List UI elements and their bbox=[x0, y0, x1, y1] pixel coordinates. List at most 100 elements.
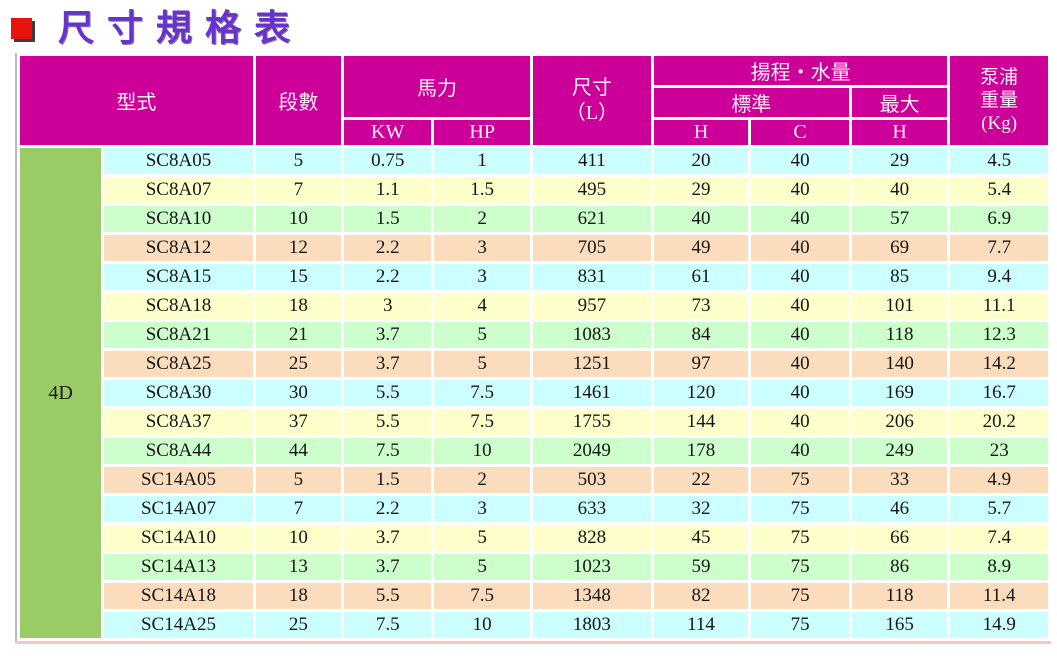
header-stages: 段數 bbox=[255, 56, 342, 145]
standard-c-cell: 40 bbox=[751, 206, 849, 232]
table-row: SC14A25 25 7.5 10 1803 114 75 165 14.9 bbox=[20, 612, 1048, 638]
model-cell: SC8A25 bbox=[104, 351, 253, 377]
hp-cell: 3 bbox=[434, 235, 530, 261]
header-max: 最大 bbox=[851, 88, 948, 117]
model-cell: SC14A18 bbox=[104, 583, 253, 609]
standard-c-cell: 75 bbox=[751, 525, 849, 551]
standard-h-cell: 120 bbox=[653, 380, 749, 406]
weight-cell: 6.9 bbox=[950, 206, 1048, 232]
page: 尺寸規格表 型式 段數 馬力 尺寸 （L） 揚程・水量 泵浦 重量 (Kg) bbox=[0, 3, 1057, 644]
model-cell: SC14A10 bbox=[104, 525, 253, 551]
kw-cell: 1.1 bbox=[344, 177, 432, 203]
model-cell: SC8A15 bbox=[104, 264, 253, 290]
header-dimension: 尺寸 （L） bbox=[532, 56, 651, 145]
model-cell: SC8A37 bbox=[104, 409, 253, 435]
table-row: SC14A05 5 1.5 2 503 22 75 33 4.9 bbox=[20, 467, 1048, 493]
max-h-cell: 118 bbox=[851, 322, 948, 348]
max-h-cell: 101 bbox=[851, 293, 948, 319]
kw-cell: 3.7 bbox=[344, 322, 432, 348]
weight-cell: 8.9 bbox=[950, 554, 1048, 580]
max-h-cell: 86 bbox=[851, 554, 948, 580]
standard-c-cell: 75 bbox=[751, 496, 849, 522]
standard-h-cell: 97 bbox=[653, 351, 749, 377]
dimension-cell: 495 bbox=[532, 177, 651, 203]
hp-cell: 1 bbox=[434, 148, 530, 174]
max-h-cell: 85 bbox=[851, 264, 948, 290]
dimension-cell: 1348 bbox=[532, 583, 651, 609]
dimension-cell: 705 bbox=[532, 235, 651, 261]
weight-cell: 14.2 bbox=[950, 351, 1048, 377]
dimension-cell: 831 bbox=[532, 264, 651, 290]
table-row: SC8A12 12 2.2 3 705 49 40 69 7.7 bbox=[20, 235, 1048, 261]
header-row-1: 型式 段數 馬力 尺寸 （L） 揚程・水量 泵浦 重量 (Kg) bbox=[20, 56, 1048, 145]
max-h-cell: 57 bbox=[851, 206, 948, 232]
standard-c-cell: 40 bbox=[751, 235, 849, 261]
hp-cell: 7.5 bbox=[434, 409, 530, 435]
dimension-cell: 957 bbox=[532, 293, 651, 319]
table-row: SC14A10 10 3.7 5 828 45 75 66 7.4 bbox=[20, 525, 1048, 551]
stages-cell: 44 bbox=[255, 438, 342, 464]
hp-cell: 1.5 bbox=[434, 177, 530, 203]
weight-cell: 4.5 bbox=[950, 148, 1048, 174]
standard-c-cell: 75 bbox=[751, 467, 849, 493]
header-kw: KW bbox=[344, 120, 432, 145]
table-row: 4D SC8A05 5 0.75 1 411 20 40 29 4.5 bbox=[20, 148, 1048, 638]
hp-cell: 5 bbox=[434, 351, 530, 377]
hp-cell: 7.5 bbox=[434, 583, 530, 609]
table-row: SC8A18 18 3 4 957 73 40 101 11.1 bbox=[20, 293, 1048, 319]
standard-h-cell: 20 bbox=[653, 148, 749, 174]
page-title-row: 尺寸規格表 bbox=[0, 3, 1057, 53]
header-row-2: 標準 最大 bbox=[20, 88, 1048, 117]
kw-cell: 3.7 bbox=[344, 351, 432, 377]
hp-cell: 5 bbox=[434, 525, 530, 551]
standard-c-cell: 75 bbox=[751, 612, 849, 638]
dimension-cell: 1023 bbox=[532, 554, 651, 580]
red-square-bullet-icon bbox=[11, 17, 32, 39]
stages-cell: 30 bbox=[255, 380, 342, 406]
standard-h-cell: 73 bbox=[653, 293, 749, 319]
table-row: SC8A10 10 1.5 2 621 40 40 57 6.9 bbox=[20, 206, 1048, 232]
standard-h-cell: 178 bbox=[653, 438, 749, 464]
kw-cell: 2.2 bbox=[344, 235, 432, 261]
standard-h-cell: 22 bbox=[653, 467, 749, 493]
table-row: SC8A30 30 5.5 7.5 1461 120 40 169 16.7 bbox=[20, 380, 1048, 406]
model-cell: SC8A10 bbox=[104, 206, 253, 232]
stages-cell: 15 bbox=[255, 264, 342, 290]
kw-cell: 3.7 bbox=[344, 554, 432, 580]
dimension-cell: 411 bbox=[532, 148, 651, 174]
table-row: SC14A18 18 5.5 7.5 1348 82 75 118 11.4 bbox=[20, 583, 1048, 609]
kw-cell: 2.2 bbox=[344, 264, 432, 290]
stages-cell: 7 bbox=[255, 496, 342, 522]
model-cell: SC8A18 bbox=[104, 293, 253, 319]
model-cell: SC8A21 bbox=[104, 322, 253, 348]
table-row: SC14A07 7 2.2 3 633 32 75 46 5.7 bbox=[20, 496, 1048, 522]
max-h-cell: 140 bbox=[851, 351, 948, 377]
standard-c-cell: 40 bbox=[751, 380, 849, 406]
header-pump-weight: 泵浦 重量 (Kg) bbox=[950, 56, 1048, 145]
hp-cell: 5 bbox=[434, 554, 530, 580]
model-cell: SC14A25 bbox=[104, 612, 253, 638]
weight-cell: 23 bbox=[950, 438, 1048, 464]
weight-cell: 11.4 bbox=[950, 583, 1048, 609]
weight-cell: 20.2 bbox=[950, 409, 1048, 435]
stages-cell: 25 bbox=[255, 612, 342, 638]
dimension-cell: 1803 bbox=[532, 612, 651, 638]
header-row-3: KW HP H C H bbox=[20, 120, 1048, 145]
dimension-cell: 2049 bbox=[532, 438, 651, 464]
hp-cell: 3 bbox=[434, 264, 530, 290]
stages-cell: 7 bbox=[255, 177, 342, 203]
weight-cell: 14.9 bbox=[950, 612, 1048, 638]
standard-c-cell: 40 bbox=[751, 322, 849, 348]
max-h-cell: 118 bbox=[851, 583, 948, 609]
hp-cell: 7.5 bbox=[434, 380, 530, 406]
stages-cell: 5 bbox=[255, 148, 342, 174]
stages-cell: 10 bbox=[255, 525, 342, 551]
hp-cell: 3 bbox=[434, 496, 530, 522]
standard-c-cell: 75 bbox=[751, 554, 849, 580]
stages-cell: 18 bbox=[255, 583, 342, 609]
dimension-cell: 1251 bbox=[532, 351, 651, 377]
stages-cell: 5 bbox=[255, 467, 342, 493]
hp-cell: 10 bbox=[434, 438, 530, 464]
kw-cell: 5.5 bbox=[344, 583, 432, 609]
max-h-cell: 33 bbox=[851, 467, 948, 493]
